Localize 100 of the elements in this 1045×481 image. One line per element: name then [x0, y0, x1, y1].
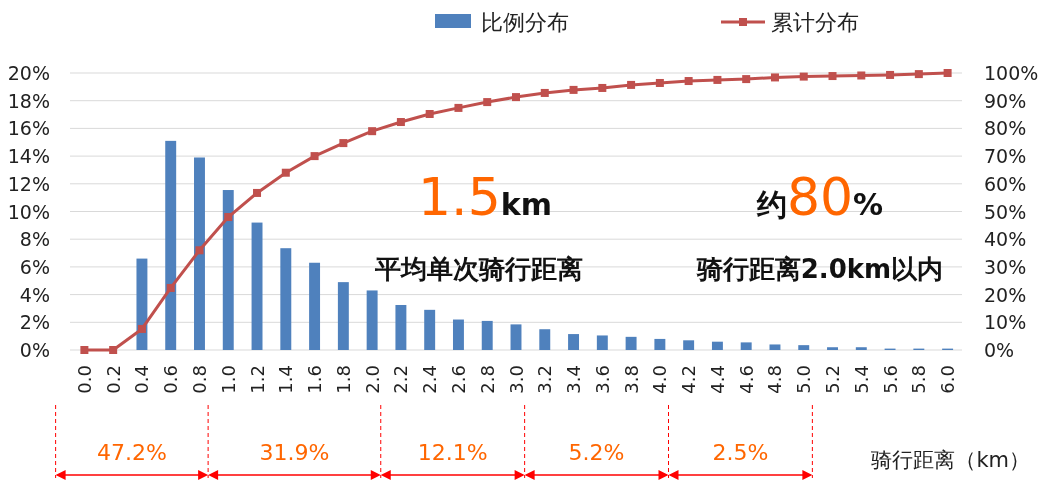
point — [137, 324, 146, 333]
point — [569, 85, 578, 94]
x-tick-label: 4.2 — [678, 365, 700, 394]
point — [483, 98, 492, 107]
x-tick-label: 5.0 — [793, 365, 815, 394]
text: 2.5% — [712, 440, 769, 465]
bar — [222, 190, 234, 350]
point — [166, 283, 175, 292]
bar — [452, 319, 464, 350]
y2-tick-label: 60% — [984, 172, 1027, 195]
x-tick-label: 2.0 — [361, 365, 383, 394]
point — [396, 118, 405, 127]
y2-tick-label: 40% — [984, 228, 1027, 251]
bar — [711, 341, 723, 350]
x-tick-label: 0.2 — [102, 365, 124, 394]
point — [512, 93, 520, 102]
y-tick-label: 14% — [7, 145, 50, 168]
point — [914, 70, 923, 79]
bar — [165, 140, 177, 350]
x-tick-label: 5.6 — [879, 365, 901, 394]
y-tick-label: 2% — [19, 311, 50, 334]
x-tick-label: 3.4 — [563, 365, 585, 394]
x-tick-label: 3.8 — [620, 365, 642, 394]
bar — [855, 347, 867, 350]
bar — [309, 262, 321, 350]
point — [368, 127, 377, 136]
point — [80, 346, 89, 354]
y-tick-label: 0% — [19, 339, 50, 361]
point — [425, 110, 434, 118]
point — [886, 70, 895, 79]
point — [109, 346, 118, 354]
bar — [337, 282, 349, 350]
x-tick-label: 1.8 — [332, 365, 354, 394]
annotation: 约80% — [755, 167, 884, 227]
point — [684, 77, 693, 86]
legend-label: 比例分布 — [481, 10, 569, 35]
bar — [596, 335, 608, 350]
x-tick-label: 4.6 — [735, 365, 757, 394]
text: 5.2% — [568, 440, 625, 465]
point — [224, 213, 233, 222]
point — [742, 75, 751, 84]
bar — [194, 157, 205, 350]
y2-tick-label: 80% — [984, 117, 1027, 140]
y2-tick-label: 100% — [984, 62, 1039, 84]
y-tick-label: 8% — [19, 228, 50, 251]
point — [598, 83, 607, 92]
x-tick-label: 0.4 — [131, 365, 153, 394]
y-tick-label: 12% — [7, 172, 50, 195]
bar — [136, 258, 148, 350]
point — [828, 72, 837, 81]
x-tick-label: 3.0 — [505, 365, 527, 394]
bar — [510, 324, 522, 350]
y2-tick-label: 10% — [984, 311, 1027, 334]
annotation: 平均单次骑行距离 — [374, 254, 583, 284]
bar — [827, 347, 838, 350]
x-tick-label: 2.6 — [447, 365, 469, 394]
bar — [539, 329, 551, 350]
x-tick-label: 4.0 — [649, 365, 671, 394]
point — [339, 139, 348, 148]
x-tick-label: 4.4 — [706, 365, 728, 394]
y2-tick-label: 90% — [984, 89, 1027, 112]
y-tick-label: 10% — [7, 200, 50, 223]
point — [454, 103, 463, 112]
point — [770, 73, 779, 82]
x-tick-label: 2.8 — [476, 365, 498, 394]
bar — [395, 304, 407, 350]
bar — [683, 340, 695, 350]
bar — [424, 309, 436, 350]
y-tick-label: 4% — [19, 283, 50, 306]
x-tick-label: 2.2 — [390, 365, 412, 394]
bar — [769, 344, 781, 350]
y2-tick-label: 70% — [984, 145, 1027, 168]
point — [195, 246, 204, 255]
y-tick-label: 16% — [7, 117, 50, 140]
annotation: 1.5km — [418, 167, 552, 227]
point — [713, 75, 722, 84]
point — [857, 71, 866, 80]
x-tick-label: 6.0 — [937, 365, 959, 394]
x-tick-label: 5.8 — [908, 365, 930, 394]
text: 47.2% — [96, 440, 167, 465]
y-tick-label: 20% — [7, 62, 50, 84]
bar — [625, 336, 637, 350]
point — [799, 72, 808, 81]
text: 31.9% — [259, 440, 330, 465]
x-tick-label: 0.6 — [160, 365, 182, 394]
x-tick-label: 1.2 — [246, 365, 268, 394]
bar — [798, 345, 810, 350]
point — [943, 69, 952, 77]
x-tick-label: 3.6 — [591, 365, 613, 394]
x-tick-label: 2.4 — [419, 365, 441, 394]
bar — [481, 320, 493, 350]
x-tick-label: 1.0 — [217, 365, 239, 394]
x-tick-label: 5.4 — [850, 365, 872, 394]
bar — [251, 222, 263, 350]
y2-tick-label: 50% — [984, 200, 1027, 223]
text: 12.1% — [417, 440, 488, 465]
bar — [654, 338, 666, 350]
y2-tick-label: 20% — [984, 283, 1027, 306]
bar — [366, 290, 378, 350]
point — [627, 80, 636, 89]
